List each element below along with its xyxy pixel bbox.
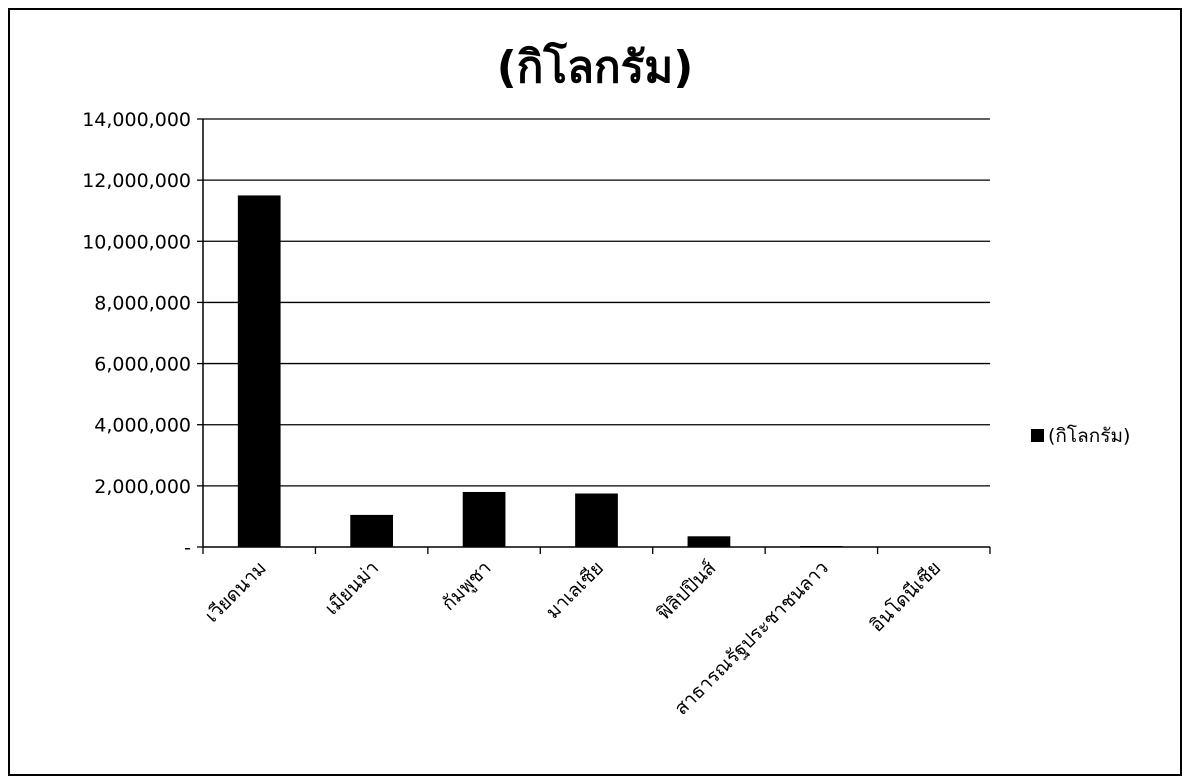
bar	[687, 536, 731, 547]
bar	[237, 195, 281, 547]
x-tick-label: อินโดนีเซีย	[865, 556, 945, 636]
y-tick-label: 14,000,000	[82, 109, 191, 131]
bar	[575, 493, 618, 547]
bar	[799, 546, 843, 547]
chart-frame: (กิโลกรัม) - 2,000,000 4,000,000 6,000,000 8…	[8, 8, 1182, 776]
y-tick-label: 10,000,000	[82, 231, 191, 253]
legend-swatch	[1031, 429, 1044, 442]
x-axis-ticks: เวียดนาม เมียนม่า กัมพูชา มาเลเซีย ฟิลิปปินส…	[201, 547, 991, 720]
y-tick-label: -	[184, 537, 191, 559]
gridlines	[203, 118, 990, 487]
axes	[202, 119, 990, 548]
y-axis-ticks: - 2,000,000 4,000,000 6,000,000 8,000,000 10,…	[82, 109, 203, 559]
bar	[462, 491, 506, 547]
legend: (กิโลกรัม)	[1031, 424, 1130, 447]
y-tick-label: 8,000,000	[94, 292, 191, 314]
bar	[912, 546, 956, 548]
y-tick-label: 2,000,000	[94, 476, 191, 498]
x-tick-label: ฟิลิปปินส์	[653, 557, 721, 625]
x-tick-label: มาเลเซีย	[542, 557, 608, 623]
x-tick-label: เวียดนาม	[201, 557, 271, 627]
y-tick-label: 12,000,000	[82, 170, 191, 192]
x-tick-label: เมียนม่า	[321, 557, 383, 619]
bar-chart: (กิโลกรัม) - 2,000,000 4,000,000 6,000,000 8…	[82, 40, 1130, 720]
y-tick-label: 6,000,000	[94, 354, 191, 376]
bar	[350, 514, 394, 547]
y-tick-label: 4,000,000	[94, 415, 191, 437]
chart-title: (กิโลกรัม)	[497, 40, 694, 93]
x-tick-label: กัมพูชา	[438, 557, 496, 615]
legend-label: (กิโลกรัม)	[1048, 424, 1130, 447]
bars	[237, 195, 956, 548]
